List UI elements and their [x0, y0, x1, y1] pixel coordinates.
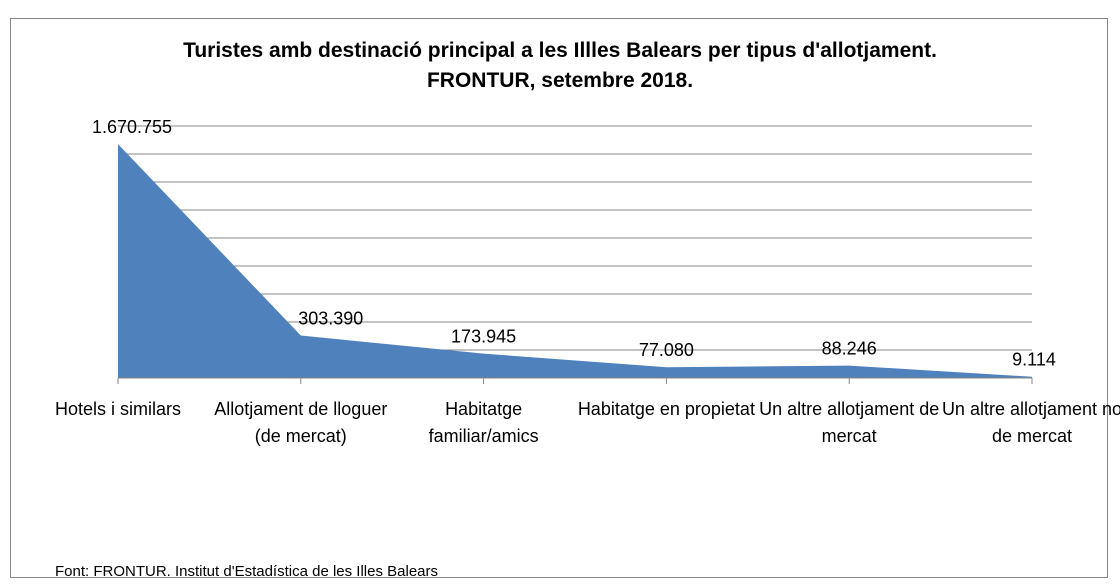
data-label: 303.390: [298, 308, 363, 328]
area: [118, 144, 1032, 378]
data-label: 88.246: [822, 338, 877, 358]
x-tick-label: Habitatge familiar/amics: [428, 399, 539, 446]
x-tick-label: Hotels i similars: [54, 399, 182, 419]
x-tick-label: Habitatge en propietat: [577, 399, 755, 419]
data-label: 77.080: [639, 340, 694, 360]
x-tick-label: Un altre allotjament de mercat: [759, 399, 940, 446]
x-tick-label: Un altre allotjament no de mercat: [941, 399, 1120, 446]
data-label: 173.945: [451, 326, 516, 346]
data-label: 1.670.755: [92, 117, 172, 137]
chart-title: Turistes amb destinació principal a les …: [183, 39, 937, 92]
x-tick-label: Allotjament de lloguer (de mercat): [214, 399, 388, 446]
chart-frame: [10, 18, 1108, 578]
source-note: Font: FRONTUR. Institut d'Estadística de…: [55, 563, 438, 580]
data-label: 9.114: [1012, 349, 1056, 369]
